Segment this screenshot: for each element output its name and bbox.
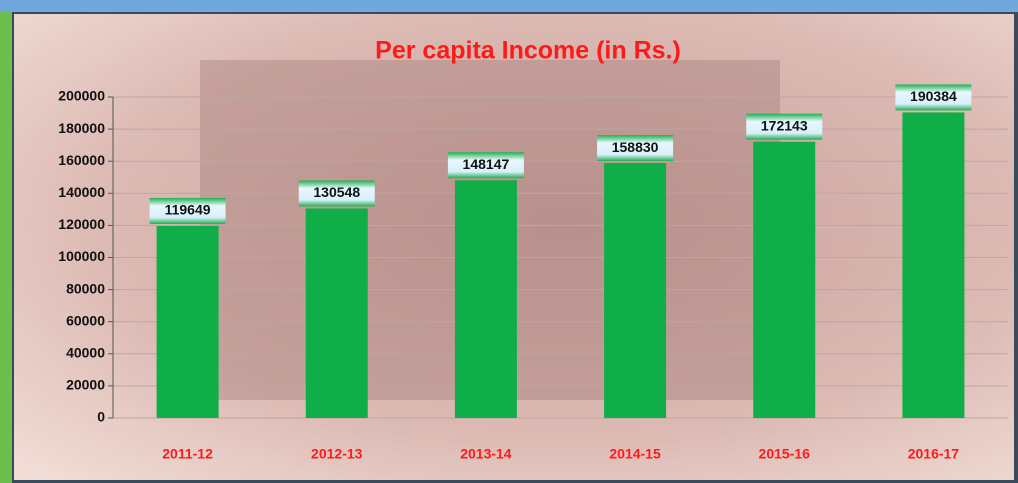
x-tick-label: 2014-15 (609, 446, 661, 462)
bar (604, 163, 667, 418)
bar (156, 225, 219, 418)
value-label-box (447, 152, 524, 179)
value-label-box (597, 135, 674, 162)
bar (454, 180, 517, 418)
top-bar (0, 0, 1018, 12)
y-tick-label: 100000 (58, 248, 105, 264)
value-label-box (298, 180, 375, 207)
value-label: 130548 (313, 184, 360, 200)
value-label-box (149, 197, 226, 224)
bar (305, 208, 368, 418)
left-border (0, 12, 12, 483)
y-tick-label: 80000 (66, 280, 105, 296)
y-tick-label: 200000 (58, 88, 105, 104)
y-tick-label: 40000 (66, 345, 105, 361)
y-tick-label: 60000 (66, 312, 105, 328)
chart-title: Per capita Income (in Rs.) (375, 37, 681, 65)
y-tick-label: 120000 (58, 216, 105, 232)
x-tick-label: 2015-16 (759, 446, 811, 462)
value-label: 119649 (165, 202, 211, 218)
x-tick-label: 2013-14 (460, 446, 512, 462)
bar (902, 112, 965, 418)
x-tick-label: 2012-13 (311, 446, 363, 462)
y-tick-label: 180000 (58, 120, 105, 136)
y-tick-label: 160000 (58, 152, 105, 168)
y-tick-label: 0 (97, 409, 105, 425)
x-tick-label: 2016-17 (908, 446, 960, 462)
value-label: 172143 (761, 117, 808, 133)
bar (753, 141, 816, 418)
value-label-box (895, 84, 972, 111)
x-tick-label: 2011-12 (162, 446, 213, 462)
value-label-box (746, 113, 823, 140)
value-label: 158830 (612, 139, 659, 155)
y-tick-label: 20000 (66, 377, 105, 393)
value-label: 190384 (910, 88, 957, 104)
value-label: 148147 (463, 156, 510, 172)
y-tick-label: 140000 (58, 184, 105, 200)
